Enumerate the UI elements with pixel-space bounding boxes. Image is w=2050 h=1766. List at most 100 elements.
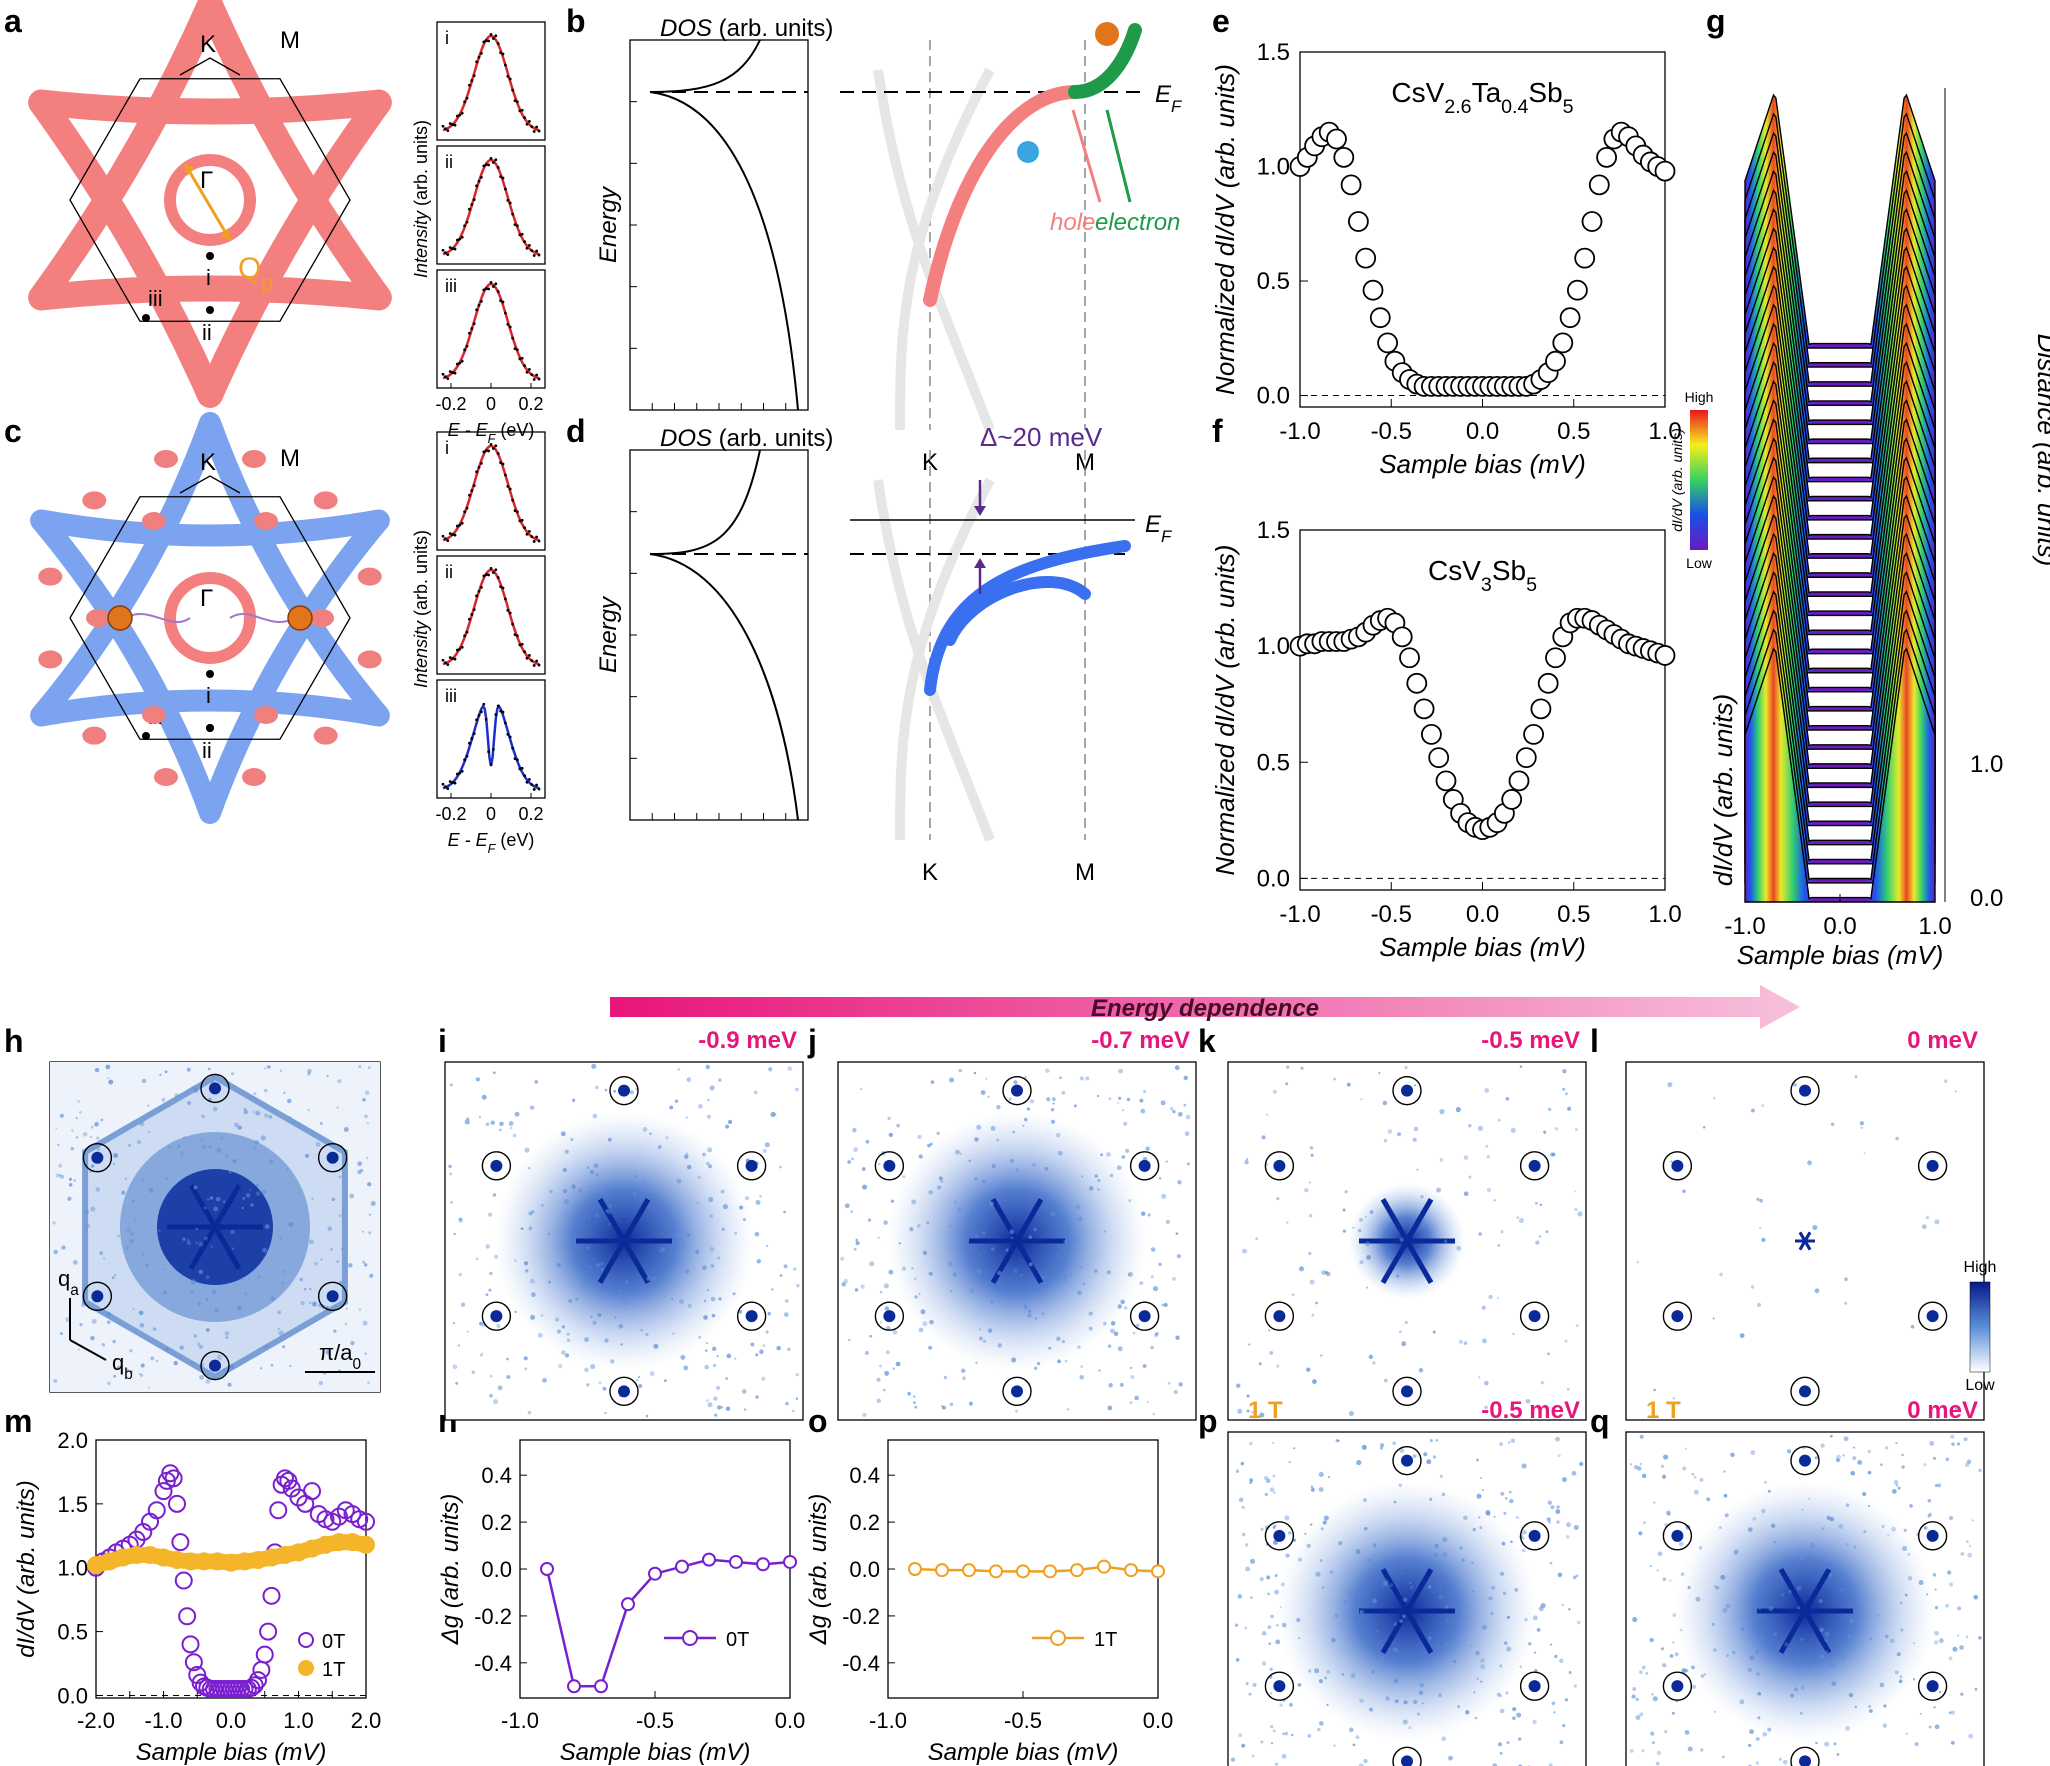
electron-sphere <box>287 605 313 631</box>
qpi-speckle <box>1311 1313 1315 1317</box>
qpi-speckle <box>528 1166 531 1170</box>
bragg-peak-circle <box>317 1142 348 1173</box>
qpi-speckle <box>179 1345 184 1350</box>
qpi-speckle <box>1573 1684 1577 1688</box>
edc-box-i <box>436 21 546 141</box>
edc-data-point <box>465 754 469 758</box>
qpi-speckle <box>1119 1382 1124 1387</box>
qpi-speckle <box>1051 1119 1056 1124</box>
qpi-speckle <box>1269 1487 1275 1493</box>
qpi-speckle <box>1867 1449 1871 1454</box>
qpi-speckle <box>1463 1515 1468 1521</box>
edc-xlabel: E - EF (eV) <box>448 420 535 446</box>
qpi-speckle <box>1034 1317 1038 1320</box>
qpi-speckle <box>1124 1306 1128 1310</box>
edc-tick-label: 0.2 <box>518 804 543 824</box>
qpi-speckle <box>1814 1288 1820 1294</box>
qpi-speckle <box>514 1310 517 1314</box>
qpi-speckle <box>453 1232 456 1236</box>
qpi-speckle <box>1306 1543 1311 1548</box>
qpi-speckle <box>1297 1683 1302 1687</box>
edc-data-point <box>465 506 469 510</box>
qpi-speckle <box>996 1104 1001 1110</box>
qpi-speckle <box>1183 1075 1188 1081</box>
qpi-speckle <box>203 1206 207 1210</box>
qpi-speckle <box>1172 1109 1176 1114</box>
qpi-speckle <box>1158 1262 1162 1266</box>
hole-band <box>923 85 1082 307</box>
fermi-surface-band <box>28 0 392 311</box>
qpi-speckle <box>918 1154 923 1159</box>
qpi-speckle <box>1474 1716 1478 1720</box>
qpi-speckle <box>973 1208 977 1212</box>
qpi-speckle <box>1352 1743 1356 1747</box>
qpi-speckle <box>1664 1730 1668 1734</box>
qpi-speckle <box>1108 1097 1112 1101</box>
qpi-speckle <box>1480 1658 1485 1663</box>
qpi-speckle <box>705 1349 708 1352</box>
qpi-speckle <box>869 1334 873 1338</box>
qpi-speckle <box>344 1322 347 1325</box>
qpi-speckle <box>851 1157 854 1161</box>
y-tick-label: -0.4 <box>842 1651 880 1676</box>
qpi-speckle <box>960 1248 964 1252</box>
qpi-speckle <box>1461 1606 1466 1611</box>
cooper-pair-wave <box>124 612 296 624</box>
qpi-speckle <box>943 1375 948 1380</box>
qpi-speckle <box>59 1174 62 1177</box>
edc-data-point <box>468 83 471 87</box>
qpi-speckle <box>225 1336 229 1340</box>
bragg-peak-circle <box>1002 1376 1032 1407</box>
qpi-speckle <box>1045 1068 1050 1073</box>
qpi-speckle <box>844 1203 850 1209</box>
qpi-speckle <box>237 1125 242 1130</box>
qpi-speckle <box>1146 1401 1149 1404</box>
qpi-speckle <box>1899 1675 1903 1679</box>
qpi-speckle <box>709 1214 714 1219</box>
x-tick-label: 1.0 <box>1648 901 1681 928</box>
qpi-speckle <box>1309 1214 1313 1218</box>
qpi-speckle <box>1699 1478 1704 1482</box>
qpi-speckle <box>1142 1364 1147 1368</box>
qpi-speckle <box>840 1256 845 1261</box>
gap-arrow-head <box>974 506 986 516</box>
qpi-speckle <box>862 1412 867 1418</box>
qpi-speckle <box>524 1268 529 1273</box>
label-part: (eV) <box>495 420 534 440</box>
qpi-speckle <box>706 1114 711 1119</box>
qpi-speckle <box>996 1138 1000 1142</box>
qpi-speckle <box>1155 1332 1159 1336</box>
qpi-speckle <box>1184 1131 1190 1137</box>
qpi-speckle <box>147 1104 150 1107</box>
edc-data-point <box>506 198 510 202</box>
bragg-peak-circle <box>609 1075 639 1106</box>
qpi-speckle <box>1879 1682 1885 1688</box>
dos-upper-curve <box>649 39 761 93</box>
qpi-speckle <box>1550 1643 1553 1646</box>
qpi-speckle <box>1515 1515 1519 1519</box>
qpi-speckle <box>917 1134 922 1139</box>
edc-data-point <box>480 461 483 465</box>
edc-data-point <box>520 356 524 360</box>
qpi-speckle <box>1473 1691 1476 1694</box>
panel-letter-g: g <box>1706 3 1726 39</box>
qpi-speckle <box>728 1119 733 1125</box>
data-point-0T <box>249 1671 267 1690</box>
point-i-label: i <box>206 683 211 708</box>
qpi-speckle <box>222 1368 226 1371</box>
qpi-speckle <box>1848 1692 1854 1698</box>
qpi-speckle <box>1298 1637 1301 1640</box>
qpi-speckle <box>755 1199 761 1206</box>
qpi-speckle <box>1259 1576 1264 1582</box>
qpi-speckle <box>252 1146 257 1150</box>
qpi-speckle <box>1120 1299 1125 1305</box>
qpi-speckle <box>1632 1687 1637 1691</box>
qpi-speckle <box>186 1239 190 1242</box>
qpi-speckle <box>106 1311 112 1317</box>
edc-data-point <box>451 781 454 784</box>
data-point-0T <box>154 1482 173 1501</box>
qpi-speckle <box>680 1354 686 1360</box>
qpi-speckle <box>714 1413 718 1417</box>
qpi-speckle <box>1274 1574 1278 1577</box>
data-point-0T <box>259 1622 278 1641</box>
